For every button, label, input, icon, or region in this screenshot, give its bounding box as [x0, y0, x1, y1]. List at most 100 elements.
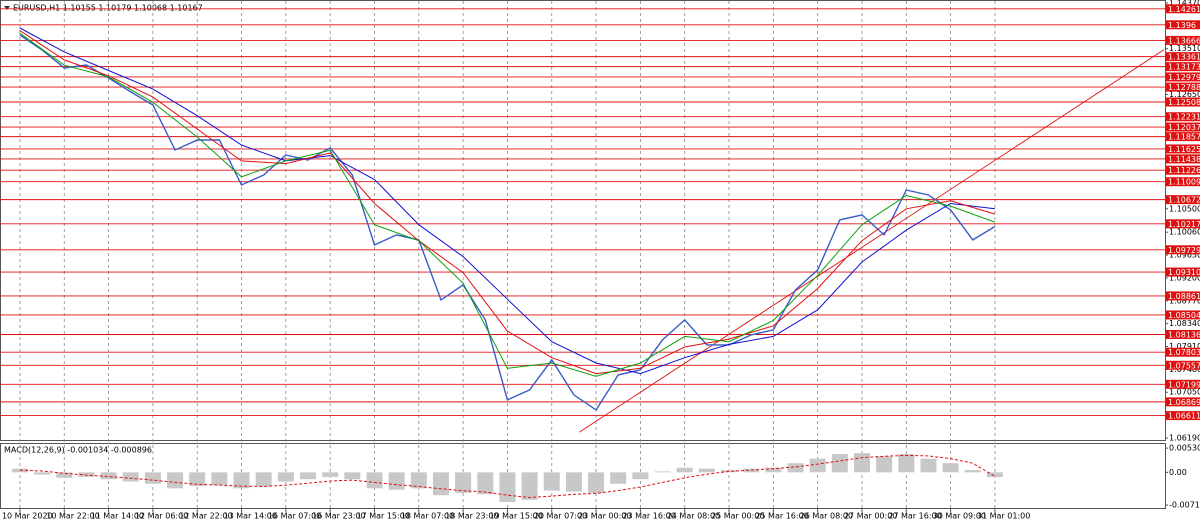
macd-bar: [499, 472, 516, 503]
x-tick-label: 10 Mar 2020: [2, 512, 53, 521]
level-label-bg: [1166, 245, 1200, 255]
level-label: 1.08861: [1168, 292, 1200, 301]
macd-bar: [344, 472, 361, 480]
y-tick-label: 0.00: [1169, 468, 1187, 477]
level-label-bg: [1166, 291, 1200, 301]
y-tick-label: 1.14370: [1169, 0, 1200, 7]
y-tick-label: 1.07910: [1169, 342, 1200, 351]
level-label: 1.09310: [1168, 268, 1200, 277]
level-label-bg: [1166, 347, 1200, 357]
x-tick-label: 12 Mar 22:00: [179, 512, 232, 521]
macd-bar: [543, 472, 560, 491]
macd-bar: [876, 456, 893, 473]
macd-bar: [432, 472, 449, 496]
macd-bar: [831, 454, 848, 473]
level-label-bg: [1166, 112, 1200, 122]
macd-bar: [964, 470, 981, 473]
level-label-bg: [1166, 144, 1200, 154]
macd-bar: [565, 472, 582, 492]
x-tick-label: 23 Mar 16:00: [622, 512, 675, 521]
level-label-bg: [1166, 411, 1200, 421]
macd-bar: [56, 472, 73, 478]
level-label: 1.12508: [1168, 98, 1200, 107]
level-label: 1.06611: [1168, 412, 1200, 421]
macd-bar: [144, 472, 161, 484]
y-tick-label: 1.10500: [1169, 204, 1200, 213]
level-label: 1.10672: [1168, 196, 1200, 205]
x-tick-label: 16 Mar 07:00: [268, 512, 321, 521]
y-tick-label: 1.10060: [1169, 228, 1200, 237]
x-tick-label: 26 Mar 08:00: [800, 512, 853, 521]
macd-bar: [809, 458, 826, 473]
macd-bar: [167, 472, 184, 489]
level-label-bg: [1166, 72, 1200, 82]
level-label: 1.11226: [1168, 166, 1200, 175]
macd-bar: [853, 453, 870, 473]
macd-bar: [233, 472, 250, 489]
level-label: 1.11857: [1168, 133, 1200, 142]
macd-bar: [189, 472, 206, 487]
level-label: 1.12788: [1168, 83, 1200, 92]
x-tick-label: 18 Mar 07:00: [401, 512, 454, 521]
level-label: 1.14261: [1168, 5, 1200, 14]
y-tick-label: 1.09200: [1169, 273, 1200, 282]
macd-bar: [632, 472, 649, 480]
level-label-bg: [1166, 360, 1200, 370]
level-label: 1.12979: [1168, 73, 1200, 82]
moving-average: [19, 27, 995, 375]
macd-bar: [521, 472, 538, 500]
x-tick-label: 31 Mar 01:00: [977, 512, 1030, 521]
macd-bar: [122, 472, 139, 482]
x-tick-label: 16 Mar 23:00: [312, 512, 365, 521]
price-line: [19, 34, 996, 411]
y-tick-label: 1.13510: [1169, 44, 1200, 53]
level-label-bg: [1166, 310, 1200, 320]
macd-bar: [610, 472, 627, 484]
macd-bar: [765, 467, 782, 473]
y-tick-label: 1.12650: [1169, 90, 1200, 99]
y-tick-label: 1.07050: [1169, 388, 1200, 397]
level-label-bg: [1166, 35, 1200, 45]
macd-panel-frame: [0, 443, 1166, 509]
x-tick-label: 20 Mar 07:00: [534, 512, 587, 521]
level-label: 1.06869: [1168, 398, 1200, 407]
x-tick-label: 27 Mar 00:00: [844, 512, 897, 521]
macd-bar: [588, 472, 605, 493]
x-tick-label: 18 Mar 23:00: [445, 512, 498, 521]
level-label: 1.1396: [1168, 21, 1196, 30]
y-tick-label: 0.005305: [1169, 444, 1200, 453]
macd-bar: [787, 463, 804, 473]
level-label: 1.09729: [1168, 246, 1200, 255]
level-label-bg: [1166, 122, 1200, 132]
menu-arrow[interactable]: [4, 6, 10, 10]
macd-bar: [898, 454, 915, 473]
y-tick-label: 1.09630: [1169, 251, 1200, 260]
x-tick-label: 10 Mar 22:00: [46, 512, 99, 521]
level-label-bg: [1166, 154, 1200, 164]
signal-line: [19, 454, 996, 499]
level-label-bg: [1166, 177, 1200, 187]
level-label-bg: [1166, 397, 1200, 407]
y-tick-label: -0.007148: [1169, 501, 1200, 510]
level-label: 1.08136: [1168, 330, 1200, 339]
level-label: 1.13173: [1168, 63, 1200, 72]
macd-bar: [255, 472, 272, 487]
x-tick-label: 17 Mar 15:00: [356, 512, 409, 521]
level-label-bg: [1166, 165, 1200, 175]
main-panel-frame: [0, 0, 1166, 441]
macd-bar: [920, 458, 937, 473]
x-tick-label: 27 Mar 16:00: [888, 512, 941, 521]
level-label-bg: [1166, 97, 1200, 107]
x-tick-label: 24 Mar 08:00: [667, 512, 720, 521]
x-tick-label: 30 Mar 09:00: [933, 512, 986, 521]
x-tick-label: 25 Mar 16:00: [755, 512, 808, 521]
x-tick-label: 12 Mar 06:00: [135, 512, 188, 521]
level-label-bg: [1166, 195, 1200, 205]
macd-bar: [277, 472, 294, 482]
macd-bar: [942, 463, 959, 473]
trend-line: [579, 49, 1165, 433]
level-label-bg: [1166, 20, 1200, 30]
level-label-bg: [1166, 52, 1200, 62]
